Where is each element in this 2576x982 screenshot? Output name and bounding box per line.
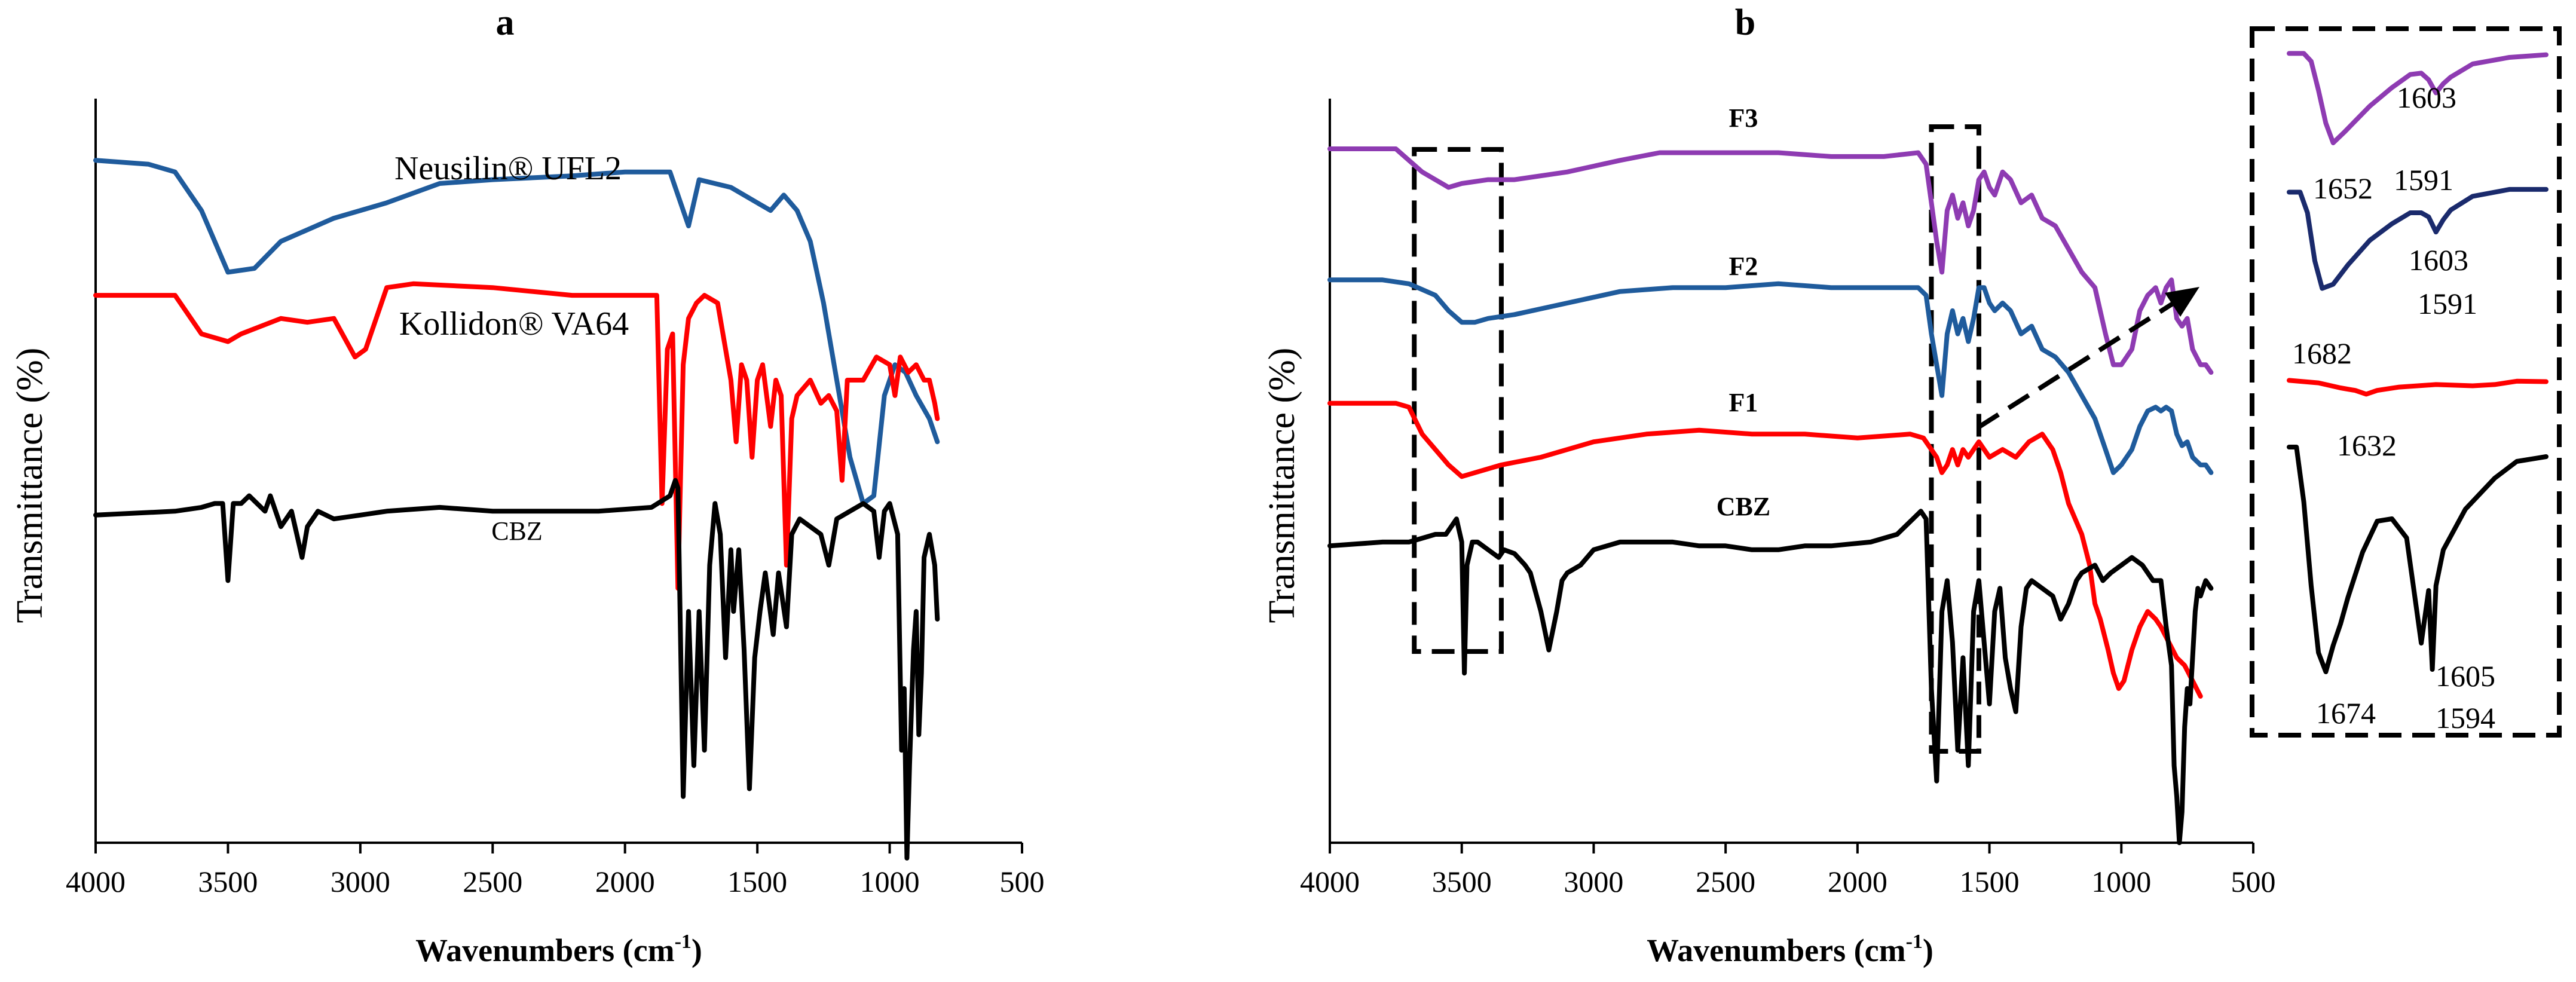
series-a-neusilin-ufl2 [93, 158, 940, 506]
x-tick-label-3500: 3500 [198, 865, 258, 898]
panel-a-x-ticks: 4000 3500 3000 2500 2000 1500 1000 500 [66, 843, 1045, 898]
x-tick-label-3000: 3000 [331, 865, 390, 898]
panel-a-x-axis-title: Wavenumbers (cm-1) [415, 931, 702, 968]
x-tick-label-2000: 2000 [595, 865, 655, 898]
panel-a-chart: a Transmittance (%) 4000 3500 3000 2500 2000… [10, 2, 1045, 968]
series-b-f3 [1327, 146, 2214, 375]
panel-b-chart: b Transmittance (%) 4000 3500 3000 2500 2000… [1262, 2, 2562, 968]
label-neusilin: Neusilin® UFL2 [394, 150, 622, 187]
x-tick-label-2500: 2500 [463, 865, 522, 898]
x-tick-label-500: 500 [1000, 865, 1045, 898]
peak-label-f2-1682: 1682 [2292, 336, 2352, 370]
label-cbz-a: CBZ [491, 516, 543, 546]
panel-b-series [1327, 146, 2214, 845]
zoom-arrow-head [2165, 287, 2199, 317]
inset-series-cbz [2287, 445, 2549, 674]
x-tick-label-4000: 4000 [66, 865, 126, 898]
label-cbz-b: CBZ [1717, 492, 1770, 521]
peak-label-f1-1632: 1632 [2337, 429, 2397, 462]
inset-series-f1 [2287, 378, 2549, 397]
inset-series-f2 [2287, 186, 2549, 291]
panel-b-x-ticks: 4000 3500 3000 2500 2000 1500 1000 500 [1300, 843, 2276, 898]
peak-label-f3-1652: 1652 [2313, 172, 2373, 205]
inset-box [2250, 26, 2562, 738]
series-b-f1 [1327, 400, 2203, 699]
series-b-f2 [1327, 277, 2214, 475]
zoom-arrow-line [1977, 299, 2177, 430]
peak-label-f3-1591: 1591 [2394, 163, 2453, 197]
x-tick-label-1500: 1500 [727, 865, 787, 898]
peak-label-f2-1591: 1591 [2418, 287, 2477, 320]
series-a-kollidon-va64 [93, 281, 940, 591]
x-tick-label-1000: 1000 [860, 865, 920, 898]
series-a-cbz [93, 478, 940, 861]
x-tick-label-4000: 4000 [1300, 865, 1360, 898]
x-tick-label-3500: 3500 [1432, 865, 1492, 898]
peak-label-f3-1603: 1603 [2397, 81, 2456, 114]
highlight-box-1 [1412, 147, 1504, 654]
panel-b-title: b [1735, 2, 1755, 43]
panel-b-highlight-boxes [1412, 124, 1981, 754]
label-kollidon: Kollidon® VA64 [399, 305, 629, 342]
x-tick-label-2500: 2500 [1696, 865, 1755, 898]
x-tick-label-3000: 3000 [1564, 865, 1623, 898]
panel-b-x-axis-title: Wavenumbers (cm-1) [1647, 931, 1933, 968]
panel-a-y-axis-title: Transmittance (%) [10, 348, 50, 623]
peak-label-cbz-1594: 1594 [2436, 701, 2495, 735]
x-tick-label-2000: 2000 [1828, 865, 1887, 898]
x-tick-label-1500: 1500 [1960, 865, 2020, 898]
inset-series-f3 [2287, 51, 2549, 145]
panel-a-series [93, 158, 940, 861]
x-tick-label-500: 500 [2231, 865, 2276, 898]
inset-peak-labels: 1603 1652 1591 1603 1591 1682 1632 1605 … [2292, 81, 2495, 735]
label-f1: F1 [1729, 388, 1758, 417]
series-b-cbz [1327, 509, 2214, 845]
panel-b-y-axis-title: Transmittance (%) [1262, 348, 1302, 623]
peak-label-f2-1603: 1603 [2409, 243, 2468, 277]
peak-label-cbz-1605: 1605 [2436, 659, 2495, 693]
peak-label-cbz-1674: 1674 [2316, 696, 2376, 730]
inset-series [2287, 51, 2549, 674]
label-f3: F3 [1729, 103, 1758, 133]
x-tick-label-1000: 1000 [2091, 865, 2151, 898]
panel-a-title: a [496, 2, 515, 43]
label-f2: F2 [1729, 252, 1758, 281]
